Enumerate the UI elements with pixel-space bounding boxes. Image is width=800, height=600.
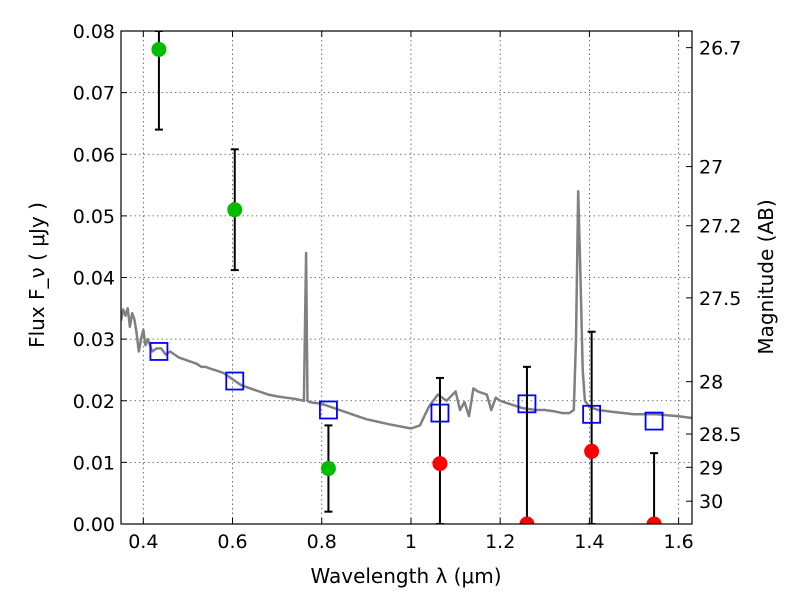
- upper-limit-point: [519, 516, 535, 524]
- right-tick-label: 26.7: [699, 38, 741, 60]
- x-tick-label: 1.4: [574, 531, 604, 553]
- upper-limit-point: [584, 443, 600, 459]
- right-tick-label: 30: [699, 491, 723, 513]
- model-photometry-square: [644, 411, 664, 431]
- y-tick-label: 0.03: [73, 329, 115, 351]
- axes: 0.4 0.6 0.8 1 1.2 1.4 1.6 0.00 0.01 0.02 0.03 0.04 0…: [73, 21, 742, 553]
- detection-point: [227, 202, 243, 218]
- x-tick-label: 0.4: [128, 531, 158, 553]
- plot-area: [121, 31, 692, 524]
- x-tick-label: 1.2: [485, 531, 515, 553]
- x-tick-label: 1.6: [664, 531, 694, 553]
- x-tick-label: 0.8: [307, 531, 337, 553]
- right-tick-label: 27.2: [699, 216, 741, 238]
- model-photometry-square: [319, 400, 338, 420]
- model-spectrum-line: [121, 189, 692, 430]
- y-tick-label: 0.07: [73, 83, 115, 105]
- model-photometry-square: [225, 371, 245, 391]
- y-tick-label: 0.04: [73, 268, 115, 290]
- right-axis-title: Magnitude (AB): [754, 199, 778, 354]
- grid-lines: [121, 30, 692, 525]
- right-tick-label: 28.5: [699, 424, 741, 446]
- x-axis-title: Wavelength λ (μm): [310, 564, 501, 588]
- y-tick-label: 0.02: [73, 391, 115, 413]
- detection-point: [151, 41, 167, 57]
- right-tick-label: 27.5: [699, 288, 741, 310]
- right-tick-label: 27: [699, 157, 723, 179]
- upper-limit-point: [646, 516, 662, 524]
- y-tick-label: 0.00: [73, 514, 115, 536]
- upper-limit-point: [432, 456, 448, 472]
- y-tick-label: 0.08: [73, 21, 115, 43]
- x-tick-label: 0.6: [217, 531, 247, 553]
- y-tick-label: 0.01: [73, 452, 115, 474]
- y-axis-title: Flux F_ν ( μJy ): [25, 202, 49, 348]
- x-tick-label: 1: [405, 531, 417, 553]
- y-tick-label: 0.05: [73, 206, 115, 228]
- y-tick-label: 0.06: [73, 144, 115, 166]
- right-tick-label: 28: [699, 372, 723, 394]
- right-tick-label: 29: [699, 457, 723, 479]
- model-photometry-square: [149, 342, 169, 361]
- detection-point: [320, 461, 336, 477]
